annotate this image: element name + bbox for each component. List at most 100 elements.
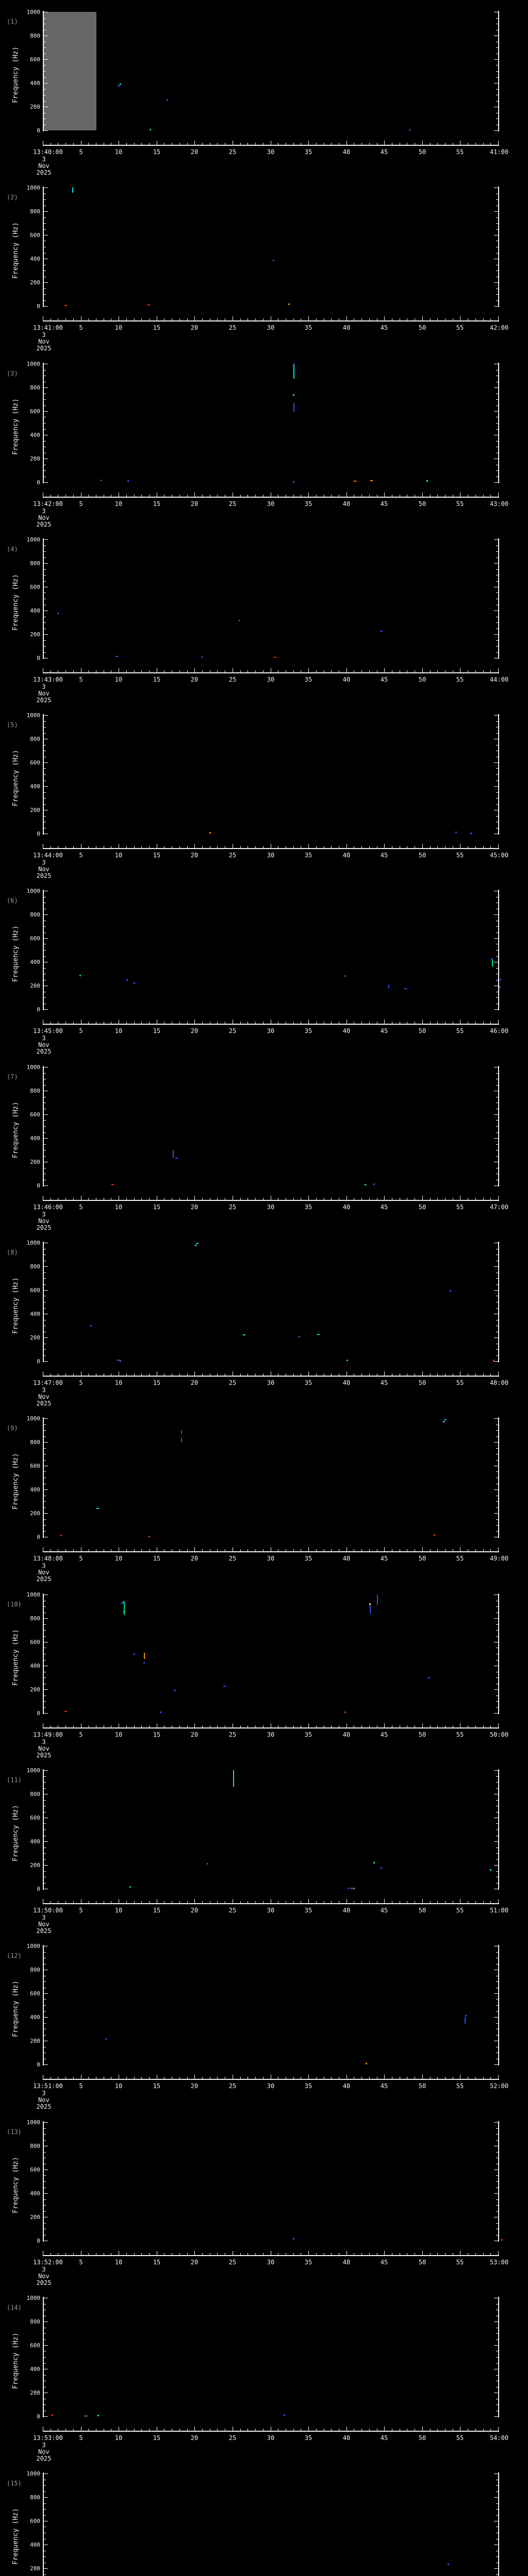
y-tick (496, 2005, 498, 2006)
x-tick (316, 1022, 317, 1024)
detection-mark (500, 979, 501, 980)
x-tick (141, 1374, 142, 1376)
x-tick (202, 670, 203, 672)
x-tick-label: 40 (342, 1907, 351, 1914)
x-tick (187, 1549, 188, 1551)
x-tick-label: 15 (153, 1204, 161, 1211)
y-tick (494, 2017, 498, 2018)
x-tick (475, 1901, 476, 1903)
x-tick (430, 1725, 431, 1727)
y-tick (44, 1308, 46, 1309)
x-tick (483, 1022, 484, 1024)
y-tick-label: 800 (30, 736, 40, 742)
y-tick (44, 2321, 48, 2322)
detection-mark (499, 986, 501, 988)
x-tick (430, 2253, 431, 2255)
x-tick (490, 846, 491, 848)
x-tick-label: 15 (153, 324, 161, 331)
y-tick (496, 18, 498, 19)
x-tick-label: 45 (380, 148, 388, 156)
date-day-label: 3 (42, 507, 46, 515)
x-tick (498, 1020, 499, 1024)
y-tick (44, 1349, 46, 1350)
y-axis-right (498, 1066, 499, 1187)
x-tick-label: 35 (304, 1204, 312, 1211)
x-tick (422, 1899, 423, 1903)
x-start-time-label: 13:45:00 (33, 1027, 63, 1035)
panel-number-label: (11) (7, 1776, 22, 1784)
x-tick (422, 844, 423, 848)
y-tick-label: 1000 (26, 184, 41, 191)
x-tick (202, 2077, 203, 2079)
y-tick (496, 1800, 498, 1801)
x-tick (361, 318, 362, 320)
x-tick (141, 1022, 142, 1024)
x-tick (445, 1198, 446, 1200)
y-tick (44, 774, 46, 775)
detection-mark (293, 364, 294, 379)
x-tick-label: 30 (267, 148, 275, 156)
detection-mark (129, 1886, 131, 1888)
detection-mark (284, 2414, 285, 2416)
y-tick (494, 1841, 498, 1842)
x-tick (149, 1198, 150, 1200)
x-tick (88, 846, 89, 848)
x-tick (331, 318, 332, 320)
y-tick-label: 0 (37, 2238, 40, 2244)
x-tick (483, 495, 484, 497)
x-tick (316, 2253, 317, 2255)
x-tick-label: 40 (342, 1204, 351, 1211)
spectrogram-panel: 0 200 400 600 800 1000 13:53:00 5 10 15 20 25 30 35 40… (0, 2286, 528, 2462)
y-axis-left (43, 1769, 44, 1890)
y-tick (44, 1436, 46, 1437)
detection-mark (243, 1334, 245, 1335)
x-tick (293, 318, 294, 320)
x-tick-label: 10 (114, 1555, 123, 1562)
x-tick-label: 15 (153, 1907, 161, 1914)
x-tick-label: 25 (228, 2259, 237, 2266)
y-tick (496, 2023, 498, 2024)
x-tick (65, 495, 66, 497)
x-tick (475, 495, 476, 497)
x-tick-label: 40 (342, 2434, 351, 2442)
x-tick (384, 1899, 385, 1903)
x-start-time-label: 13:43:00 (33, 676, 63, 683)
x-axis (43, 1727, 499, 1728)
y-tick (44, 798, 46, 799)
x-tick (194, 844, 195, 848)
x-tick-label: 35 (304, 2082, 312, 2090)
y-tick (494, 306, 498, 307)
x-tick (217, 2077, 218, 2079)
x-tick-label: 30 (267, 2434, 275, 2442)
y-tick (44, 1519, 46, 1520)
x-tick (308, 316, 309, 320)
x-tick-label: 35 (304, 1731, 312, 1738)
y-tick-label: 0 (37, 655, 40, 662)
x-tick (483, 1549, 484, 1551)
x-axis (43, 497, 499, 498)
y-tick (496, 294, 498, 295)
x-axis (43, 848, 499, 849)
detection-mark (381, 1867, 382, 1869)
y-tick (44, 1507, 46, 1508)
x-tick (331, 1901, 332, 1903)
x-tick (88, 1725, 89, 1727)
y-axis-left (43, 2472, 44, 2576)
y-tick (496, 1448, 498, 1449)
x-tick-label: 5 (79, 1204, 83, 1211)
panel-number-label: (7) (7, 1073, 18, 1080)
x-tick (179, 1549, 180, 1551)
y-tick (44, 1618, 48, 1619)
x-tick-label: 10 (114, 852, 123, 859)
x-tick-label: 20 (190, 1027, 199, 1035)
detection-mark (444, 1419, 446, 1420)
x-tick-label: 55 (456, 148, 464, 156)
x-tick (361, 1725, 362, 1727)
y-tick (44, 2005, 46, 2006)
y-tick (496, 640, 498, 641)
x-tick (483, 1374, 484, 1376)
x-tick-label: 15 (153, 1555, 161, 1562)
x-tick (240, 2253, 241, 2255)
y-tick (494, 2416, 498, 2417)
x-tick (384, 493, 385, 497)
